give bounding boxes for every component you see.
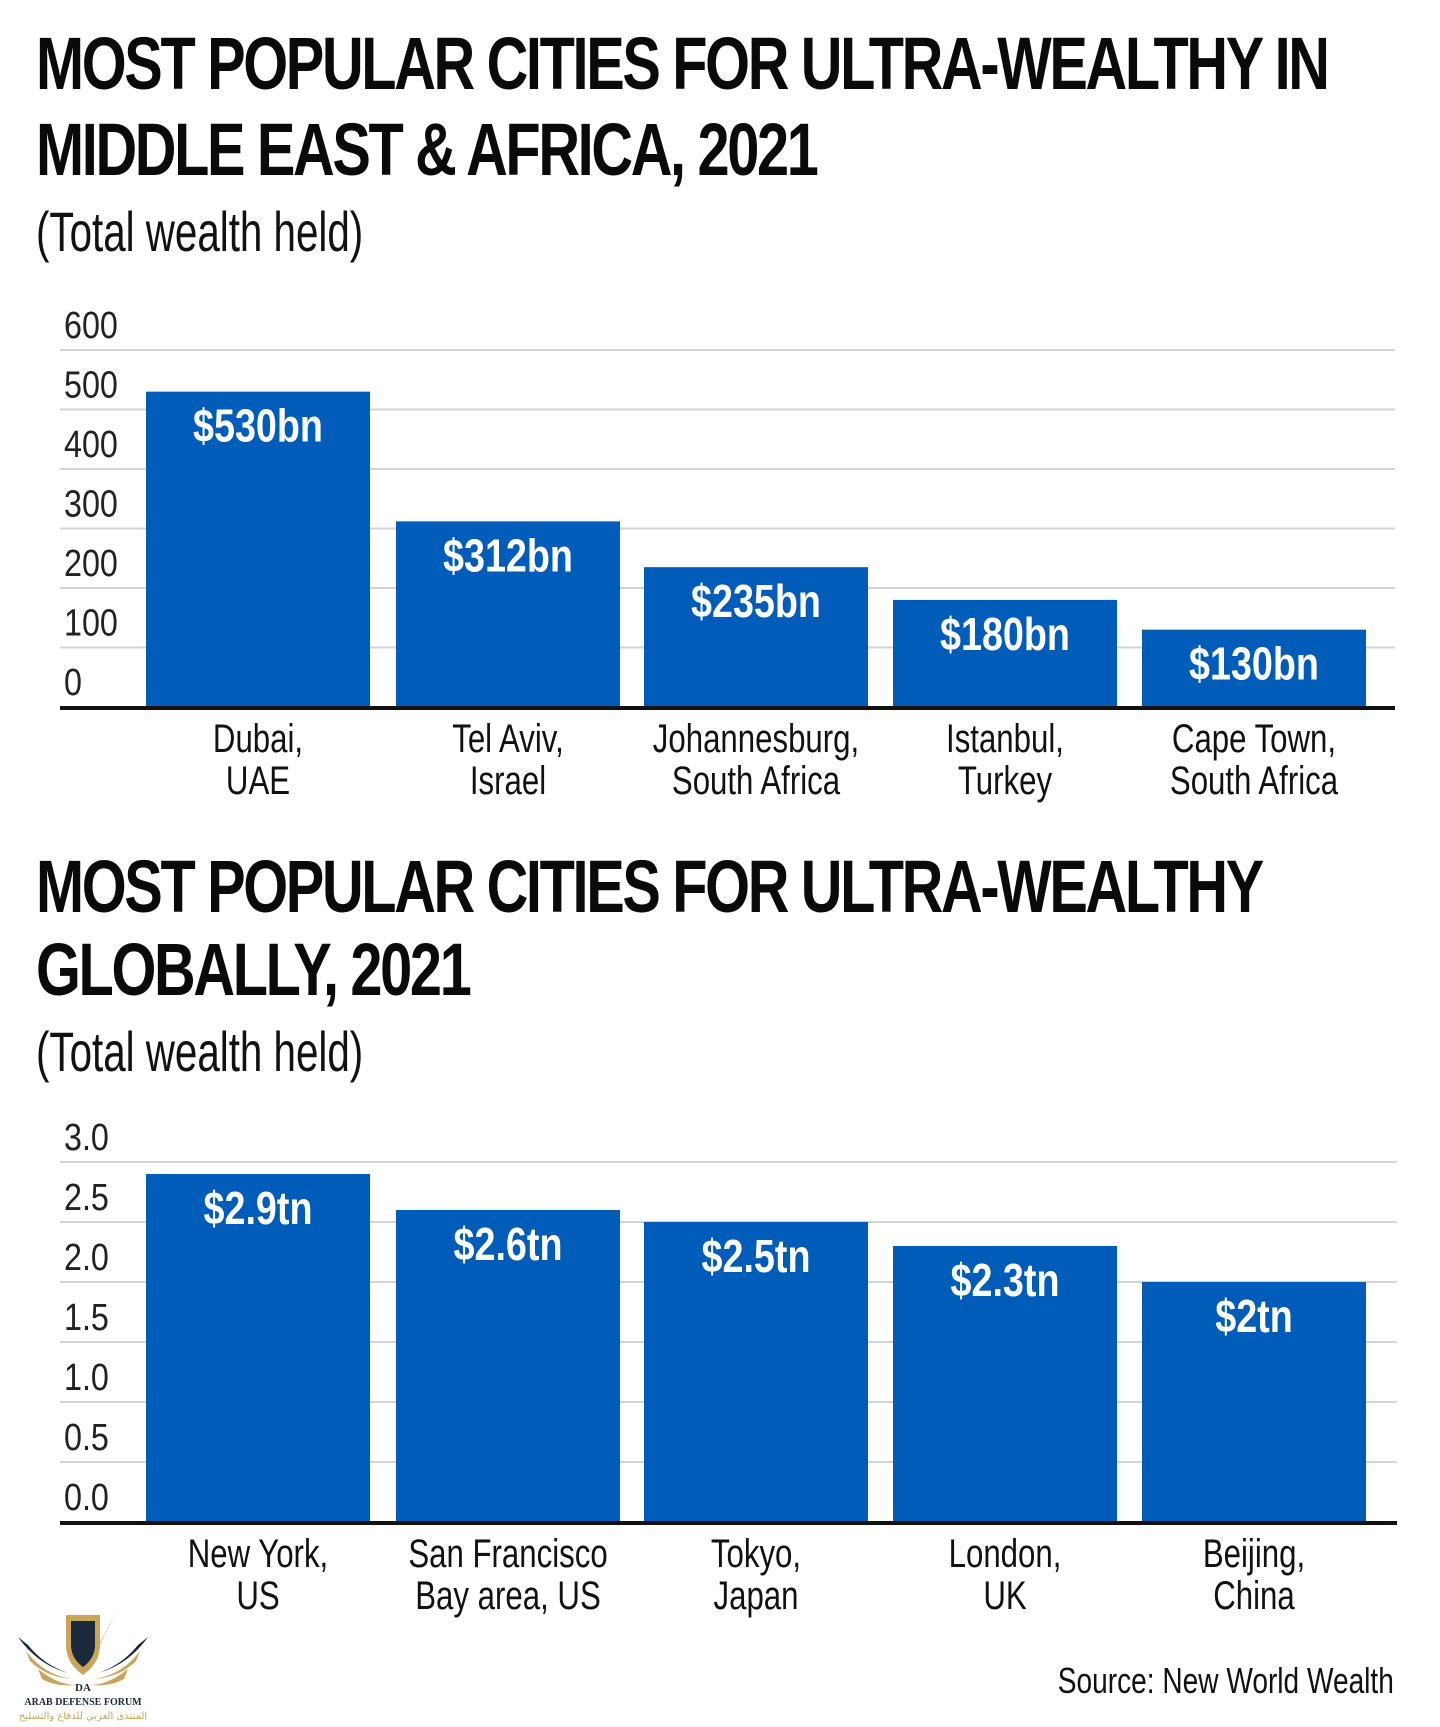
chart1-title-line2: MIDDLE EAST & AFRICA, 2021	[36, 108, 819, 191]
chart2-plot: 0.0 0.5 1.0 1.5 2.0 2.5 3.0 $2.9tn New York,US $2…	[60, 1120, 1397, 1618]
bar-value-label: $312bn	[443, 530, 573, 581]
category-label: Tokyo,	[711, 1531, 801, 1576]
arab-defense-forum-logo: DA ARAB DEFENSE FORUM المنتدى العربي للد…	[18, 1609, 148, 1722]
y-tick-label: 0	[64, 662, 82, 704]
bar-value-label: $2.5tn	[702, 1230, 811, 1281]
chart2-subtitle: (Total wealth held)	[36, 1020, 364, 1083]
bar-value-label: $2.3tn	[951, 1254, 1060, 1305]
category-label: Beijing,	[1203, 1531, 1305, 1576]
y-tick-label: 100	[64, 602, 118, 644]
category-label: Japan	[714, 1573, 799, 1618]
category-label: London,	[949, 1531, 1062, 1576]
chart2-title-line1: MOST POPULAR CITIES FOR ULTRA-WEALTHY	[36, 845, 1264, 928]
category-label: UK	[983, 1573, 1026, 1618]
category-label: China	[1213, 1573, 1295, 1618]
y-tick-label: 1.0	[64, 1357, 109, 1399]
category-label: Dubai,	[213, 716, 303, 761]
bar	[146, 391, 370, 707]
category-label: US	[236, 1573, 279, 1618]
category-label: Cape Town,	[1172, 716, 1336, 761]
y-tick-label: 0.5	[64, 1417, 109, 1459]
category-label: San Francisco	[408, 1531, 607, 1576]
category-label: Istanbul,	[946, 716, 1064, 761]
category-label: UAE	[226, 758, 290, 803]
y-tick-label: 0.0	[64, 1477, 109, 1519]
bar-value-label: $2.9tn	[204, 1182, 313, 1233]
bar	[893, 1246, 1117, 1522]
y-tick-label: 300	[64, 483, 118, 525]
logo-text-en: ARAB DEFENSE FORUM	[24, 1697, 142, 1708]
chart1-subtitle: (Total wealth held)	[36, 200, 364, 263]
category-label: Bay area, US	[415, 1573, 600, 1618]
chart1-title-line1: MOST POPULAR CITIES FOR ULTRA-WEALTHY IN	[36, 22, 1330, 105]
source-note: Source: New World Wealth	[1057, 1660, 1394, 1701]
bar	[1142, 629, 1366, 707]
y-tick-label: 2.0	[64, 1237, 109, 1279]
category-label: Johannesburg,	[653, 716, 859, 761]
category-label: New York,	[188, 1531, 328, 1576]
bar-value-label: $530bn	[193, 400, 323, 451]
logo-monogram: DA	[75, 1682, 91, 1694]
bar	[396, 521, 620, 707]
y-tick-label: 1.5	[64, 1297, 109, 1339]
bar	[396, 1210, 620, 1522]
y-tick-label: 200	[64, 543, 118, 585]
shield-wings-icon	[18, 1609, 148, 1686]
y-tick-label: 2.5	[64, 1177, 109, 1219]
category-label: Tel Aviv,	[452, 716, 564, 761]
bar	[893, 599, 1117, 707]
category-label: Turkey	[958, 758, 1052, 803]
chart2-title-line2: GLOBALLY, 2021	[36, 928, 472, 1011]
category-label: Israel	[470, 758, 546, 803]
bar	[644, 567, 868, 707]
logo-text-ar: المنتدى العربي للدفاع والتسليح	[19, 1711, 147, 1722]
bar-value-label: $130bn	[1189, 638, 1319, 689]
category-label: South Africa	[1170, 758, 1338, 803]
y-tick-label: 3.0	[64, 1120, 109, 1159]
bar	[644, 1222, 868, 1522]
bar-value-label: $2.6tn	[454, 1218, 563, 1269]
bar-value-label: $235bn	[691, 576, 821, 627]
bar	[146, 1174, 370, 1522]
bar-value-label: $2tn	[1215, 1290, 1293, 1341]
bar	[1142, 1282, 1366, 1522]
category-label: South Africa	[672, 758, 840, 803]
y-tick-label: 500	[64, 364, 118, 406]
chart1-plot: 0 100 200 300 400 500 600 $530bn Dubai,UAE $312bn…	[60, 305, 1395, 803]
bar-value-label: $180bn	[940, 608, 1070, 659]
y-tick-label: 600	[64, 305, 118, 347]
y-tick-label: 400	[64, 424, 118, 466]
